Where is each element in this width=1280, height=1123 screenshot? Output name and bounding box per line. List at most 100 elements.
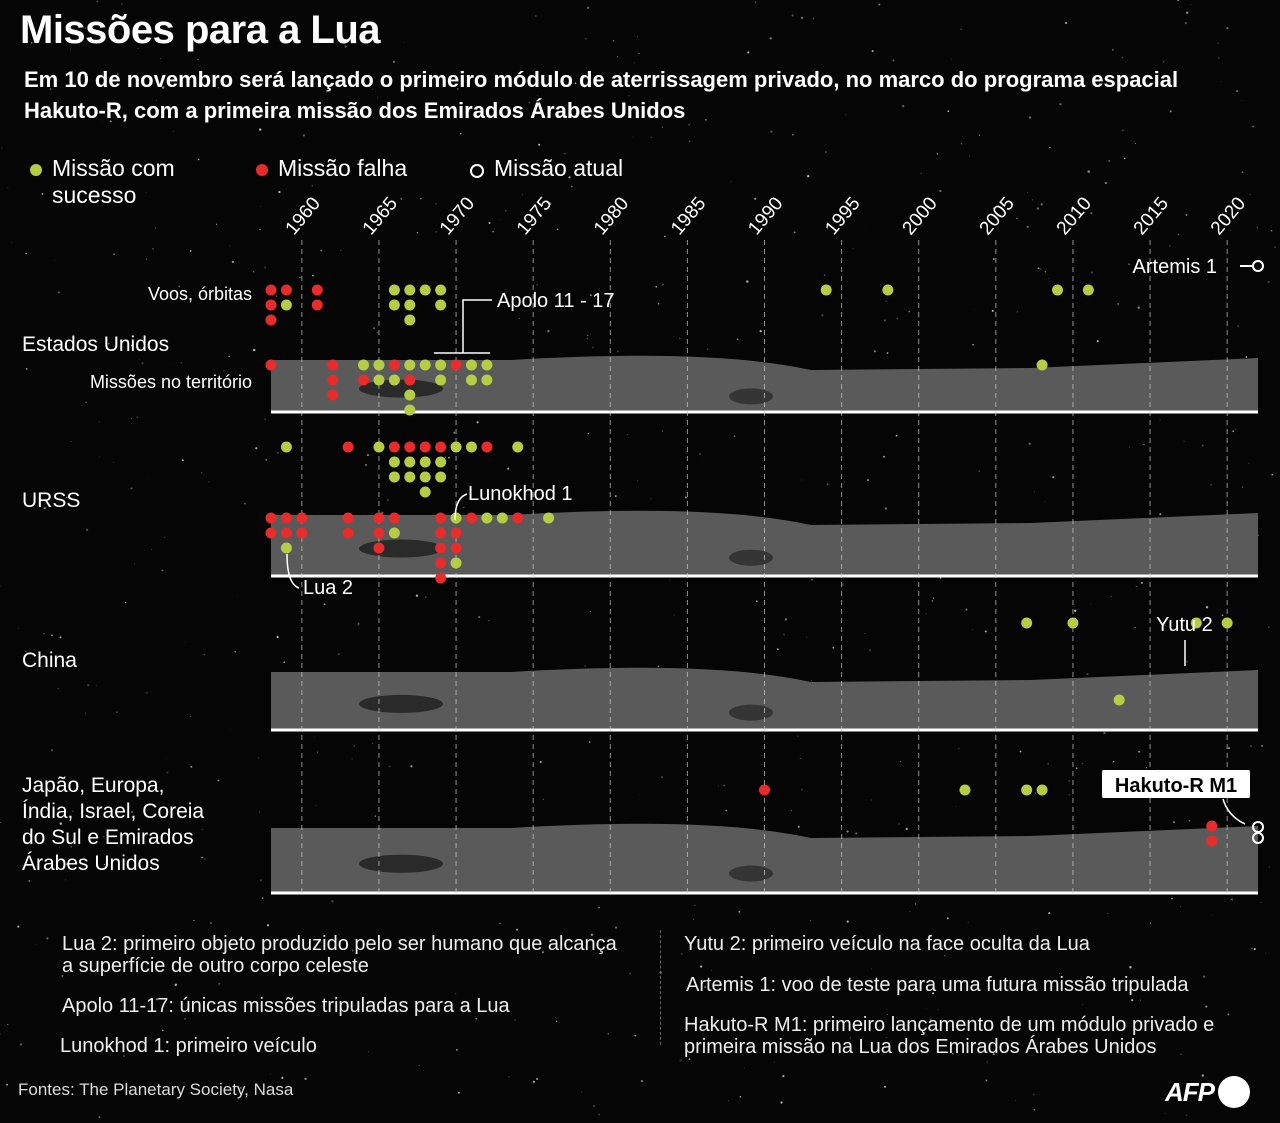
star — [931, 600, 934, 602]
star — [197, 58, 199, 61]
star — [556, 228, 559, 231]
star — [950, 58, 952, 60]
star — [364, 463, 368, 466]
star — [821, 1050, 824, 1053]
star — [539, 760, 542, 764]
star — [317, 961, 320, 965]
star — [1178, 233, 1180, 236]
star — [1031, 1019, 1033, 1021]
crater-small-1 — [729, 549, 773, 566]
star — [1164, 624, 1167, 627]
source-note: Fontes: The Planetary Society, Nasa — [18, 1080, 294, 1099]
star — [1036, 207, 1039, 210]
orbit-success-dot — [450, 441, 462, 453]
star — [99, 456, 100, 458]
footnote-hakuto: Hakuto-R M1: primeiro lançamento de um m… — [684, 1014, 1215, 1058]
current-circle-icon — [470, 164, 484, 178]
star — [650, 498, 652, 500]
star — [172, 130, 174, 133]
star — [1096, 340, 1099, 343]
star — [814, 1035, 816, 1036]
star — [25, 368, 28, 370]
star — [754, 1, 757, 3]
star — [825, 151, 827, 153]
star — [900, 761, 901, 762]
surface-failed-dot — [296, 512, 308, 524]
annotation-apolo: Apolo 11 - 17 — [497, 290, 615, 312]
star — [476, 421, 479, 424]
star — [19, 1043, 23, 1046]
surface-failed-dot — [327, 359, 339, 371]
surface-failed-dot — [265, 512, 277, 524]
star — [1133, 627, 1135, 629]
star — [937, 1009, 939, 1011]
star — [57, 688, 59, 690]
star — [1183, 440, 1185, 442]
star — [1241, 100, 1243, 102]
star — [1032, 84, 1034, 85]
star — [1190, 3, 1192, 5]
star — [908, 310, 910, 313]
afp-logo-text: AFP — [1165, 1076, 1215, 1107]
star — [444, 456, 447, 458]
star — [1138, 750, 1141, 753]
star — [587, 335, 589, 337]
orbit-success-dot — [388, 456, 400, 468]
star — [774, 1061, 775, 1063]
star — [351, 949, 354, 952]
star — [633, 62, 635, 64]
star — [217, 779, 220, 782]
lua2-leader — [286, 553, 300, 589]
star — [1135, 585, 1137, 588]
star — [972, 629, 974, 630]
star — [1034, 491, 1035, 493]
row-label-0: Estados Unidos — [22, 333, 169, 356]
page-title: Missões para a Lua — [20, 8, 381, 52]
surface-failed-dot — [373, 527, 385, 539]
star — [1019, 750, 1022, 753]
star — [1162, 60, 1165, 63]
star — [149, 691, 151, 693]
star — [1100, 1025, 1103, 1028]
star — [586, 6, 590, 9]
star — [883, 319, 886, 322]
star — [992, 1053, 995, 1055]
star — [564, 152, 566, 155]
tick-label-1960: 1960 — [282, 193, 325, 239]
star — [791, 14, 794, 17]
star — [189, 716, 191, 718]
tick-label-1985: 1985 — [667, 193, 710, 239]
star — [800, 788, 803, 791]
surface-failed-dot — [280, 527, 292, 539]
star — [1186, 660, 1189, 663]
star — [688, 1058, 691, 1061]
star — [1217, 57, 1220, 59]
star — [488, 222, 491, 224]
star — [1221, 63, 1223, 64]
star — [1139, 999, 1141, 1001]
star — [1270, 229, 1273, 232]
star — [203, 385, 206, 388]
surface-failed-dot — [388, 359, 400, 371]
footnote-lunokhod: Lunokhod 1: primeiro veículo — [60, 1035, 317, 1057]
star — [1081, 762, 1084, 765]
star — [607, 1033, 610, 1035]
star — [513, 1018, 517, 1021]
star — [252, 271, 255, 273]
star — [0, 1033, 1, 1035]
star — [811, 680, 812, 682]
star — [64, 879, 66, 881]
star — [453, 431, 456, 434]
crater-small-2 — [729, 704, 773, 721]
star — [832, 646, 835, 649]
star — [1180, 906, 1182, 908]
star — [107, 107, 109, 110]
star — [1034, 792, 1036, 794]
star — [435, 203, 437, 205]
surface-success-dot — [404, 389, 416, 401]
star — [1227, 747, 1230, 750]
orbit-success-dot — [1082, 284, 1094, 296]
star — [123, 1055, 125, 1057]
star — [488, 619, 490, 622]
orbit-success-dot — [280, 441, 292, 453]
